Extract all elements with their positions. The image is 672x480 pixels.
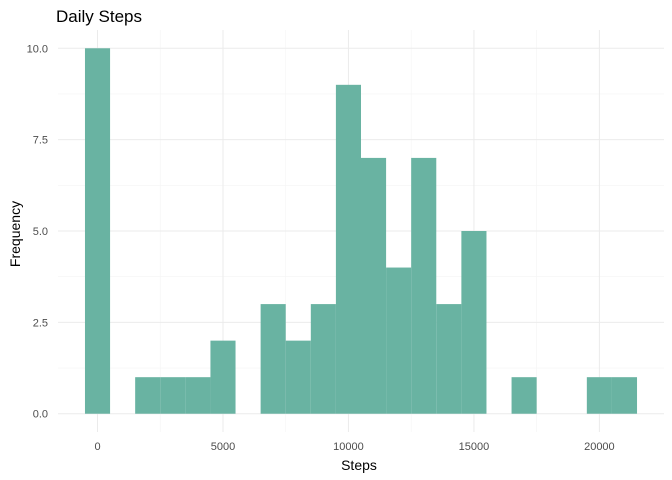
histogram-bar: [84, 48, 111, 414]
histogram-bar: [386, 267, 412, 414]
histogram-bar: [586, 377, 612, 414]
histogram-bar: [335, 84, 361, 414]
x-tick-label: 0: [94, 441, 100, 453]
y-axis-ticks: 0.0 2.5 5.0 7.5 10.0: [27, 43, 48, 420]
histogram-bar: [260, 304, 286, 414]
histogram-bar: [511, 377, 537, 414]
bars-group: [84, 48, 638, 414]
x-tick-label: 15000: [459, 441, 490, 453]
x-tick-label: 20000: [584, 441, 615, 453]
histogram-bar: [411, 157, 437, 414]
y-tick-label: 2.5: [33, 317, 48, 329]
x-axis-title: Steps: [341, 457, 377, 473]
histogram-bar: [135, 377, 161, 414]
histogram-bar: [160, 377, 186, 414]
x-tick-label: 10000: [333, 441, 364, 453]
histogram-bar: [285, 340, 311, 414]
histogram-bar: [436, 304, 462, 414]
x-tick-label: 5000: [211, 441, 235, 453]
histogram-bar: [611, 377, 638, 414]
histogram-bar: [310, 304, 336, 414]
histogram-bar: [461, 231, 487, 414]
y-tick-label: 0.0: [33, 409, 48, 421]
y-tick-label: 5.0: [33, 226, 48, 238]
y-axis-title: Frequency: [7, 201, 23, 267]
y-tick-label: 10.0: [27, 43, 48, 55]
chart-title: Daily Steps: [56, 7, 142, 26]
y-tick-label: 7.5: [33, 135, 48, 147]
histogram-bar: [361, 157, 387, 414]
histogram-bar: [210, 340, 236, 414]
x-axis-ticks: 0 5000 10000 15000 20000: [94, 441, 614, 453]
histogram-bar: [185, 377, 211, 414]
